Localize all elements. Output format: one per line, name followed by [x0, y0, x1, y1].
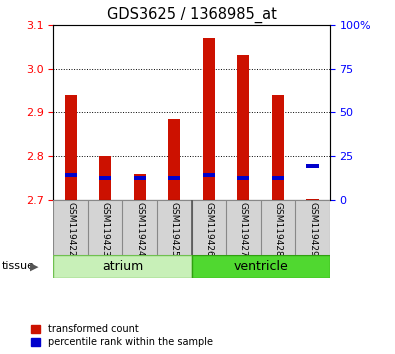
Text: GSM119429: GSM119429 — [308, 202, 317, 256]
Bar — [203, 173, 215, 177]
Bar — [307, 199, 319, 200]
Text: tissue: tissue — [2, 261, 35, 272]
Text: GSM119422: GSM119422 — [66, 202, 75, 256]
Bar — [134, 174, 146, 200]
Legend: transformed count, percentile rank within the sample: transformed count, percentile rank withi… — [28, 322, 215, 349]
Text: ▶: ▶ — [30, 261, 39, 272]
Bar — [168, 119, 181, 200]
Text: GSM119424: GSM119424 — [135, 202, 144, 256]
Bar — [237, 176, 250, 180]
Bar — [64, 95, 77, 200]
Text: GSM119425: GSM119425 — [170, 202, 179, 256]
Bar — [192, 255, 330, 278]
Bar — [134, 176, 146, 180]
Bar — [272, 95, 284, 200]
Text: atrium: atrium — [102, 260, 143, 273]
Title: GDS3625 / 1368985_at: GDS3625 / 1368985_at — [107, 7, 276, 23]
Text: GSM119423: GSM119423 — [101, 202, 110, 256]
Bar — [99, 176, 111, 180]
Text: GSM119428: GSM119428 — [273, 202, 282, 256]
Text: ventricle: ventricle — [233, 260, 288, 273]
Text: GSM119426: GSM119426 — [204, 202, 213, 256]
Bar — [53, 255, 192, 278]
Bar — [168, 176, 181, 180]
Bar — [203, 38, 215, 200]
Bar — [307, 164, 319, 167]
Bar — [64, 173, 77, 177]
Bar — [237, 56, 250, 200]
Bar — [272, 176, 284, 180]
Text: GSM119427: GSM119427 — [239, 202, 248, 256]
Bar — [99, 156, 111, 200]
